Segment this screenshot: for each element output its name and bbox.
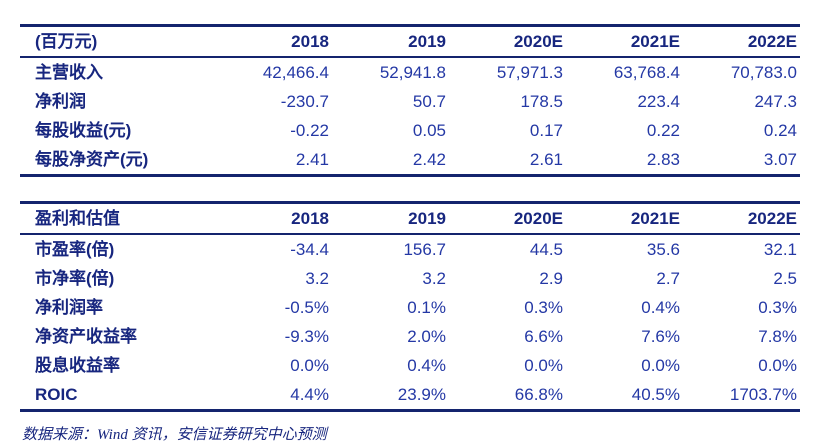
table-row: 主营收入 42,466.4 52,941.8 57,971.3 63,768.4 70,7… [20, 57, 800, 87]
table-row: 净利润 -230.7 50.7 178.5 223.4 247.3 [20, 87, 800, 116]
profit-and-valuation-year-header: 2019 [408, 209, 446, 228]
financial-summary-year-header: 2021E [630, 32, 680, 51]
cell-value: 178.5 [520, 92, 563, 111]
cell-value: 2.42 [412, 150, 446, 169]
cell-value: -34.4 [290, 240, 329, 259]
cell-value: 0.3% [524, 298, 563, 317]
cell-value: 42,466.4 [262, 63, 329, 82]
table-row: 股息收益率 0.0% 0.4% 0.0% 0.0% 0.0% [20, 351, 800, 380]
profit-and-valuation-title-cell: 盈利和估值 [35, 209, 120, 228]
cell-value: 23.9% [397, 385, 446, 404]
row-label: 主营收入 [35, 63, 103, 82]
table-row: 每股收益(元) -0.22 0.05 0.17 0.22 0.24 [20, 116, 800, 145]
row-label: 净利润率 [35, 298, 103, 317]
table-row: ROIC 4.4% 23.9% 66.8% 40.5% 1703.7% [20, 380, 800, 411]
financial-summary-title-cell: (百万元) [35, 32, 98, 51]
row-label: 股息收益率 [35, 356, 120, 375]
financial-summary-year-header: 2020E [513, 32, 563, 51]
profit-and-valuation-year-header: 2020E [513, 209, 563, 228]
cell-value: 0.0% [758, 356, 797, 375]
cell-value: 0.22 [646, 121, 680, 140]
cell-value: 0.0% [290, 356, 329, 375]
table-row: 每股净资产(元) 2.41 2.42 2.61 2.83 3.07 [20, 145, 800, 176]
cell-value: 0.3% [758, 298, 797, 317]
profit-and-valuation-header-row: 盈利和估值 2018 2019 2020E 2021E 2022E [20, 203, 800, 234]
table-row: 净资产收益率 -9.3% 2.0% 6.6% 7.6% 7.8% [20, 322, 800, 351]
cell-value: 0.4% [407, 356, 446, 375]
cell-value: 2.5 [773, 269, 797, 288]
cell-value: 2.0% [407, 327, 446, 346]
cell-value: 1703.7% [729, 385, 797, 404]
cell-value: 0.1% [407, 298, 446, 317]
cell-value: 2.7 [656, 269, 680, 288]
cell-value: 3.07 [763, 150, 797, 169]
cell-value: -230.7 [280, 92, 329, 111]
cell-value: 4.4% [290, 385, 329, 404]
table-row: 市盈率(倍) -34.4 156.7 44.5 35.6 32.1 [20, 234, 800, 264]
profit-and-valuation-year-header: 2018 [291, 209, 329, 228]
cell-value: 247.3 [754, 92, 797, 111]
cell-value: 2.9 [539, 269, 563, 288]
cell-value: 7.6% [641, 327, 680, 346]
cell-value: 0.05 [412, 121, 446, 140]
cell-value: 223.4 [637, 92, 680, 111]
row-label: 市净率(倍) [35, 269, 115, 288]
cell-value: 66.8% [514, 385, 563, 404]
cell-value: 3.2 [422, 269, 446, 288]
row-label: 净资产收益率 [35, 327, 137, 346]
table-row: 市净率(倍) 3.2 3.2 2.9 2.7 2.5 [20, 264, 800, 293]
cell-value: 35.6 [646, 240, 680, 259]
cell-value: 7.8% [758, 327, 797, 346]
row-label: 每股收益(元) [35, 121, 132, 140]
financial-summary-year-header: 2018 [291, 32, 329, 51]
cell-value: 70,783.0 [730, 63, 797, 82]
financial-summary-table: (百万元) 2018 2019 2020E 2021E 2022E 主营收入 42,466.4… [20, 24, 800, 177]
cell-value: 6.6% [524, 327, 563, 346]
cell-value: 156.7 [403, 240, 446, 259]
profit-and-valuation-year-header: 2022E [747, 209, 797, 228]
cell-value: -0.5% [284, 298, 329, 317]
row-label: ROIC [35, 385, 78, 404]
cell-value: -0.22 [290, 121, 329, 140]
profit-and-valuation-year-header: 2021E [630, 209, 680, 228]
cell-value: 3.2 [305, 269, 329, 288]
cell-value: -9.3% [284, 327, 329, 346]
cell-value: 40.5% [631, 385, 680, 404]
cell-value: 44.5 [529, 240, 563, 259]
financial-summary-year-header: 2022E [747, 32, 797, 51]
cell-value: 0.0% [641, 356, 680, 375]
cell-value: 50.7 [412, 92, 446, 111]
row-label: 市盈率(倍) [35, 240, 115, 259]
cell-value: 2.61 [529, 150, 563, 169]
cell-value: 0.17 [529, 121, 563, 140]
cell-value: 0.24 [763, 121, 797, 140]
row-label: 每股净资产(元) [35, 150, 149, 169]
cell-value: 2.83 [646, 150, 680, 169]
cell-value: 0.0% [524, 356, 563, 375]
cell-value: 63,768.4 [613, 63, 680, 82]
financial-summary-year-header: 2019 [408, 32, 446, 51]
cell-value: 32.1 [763, 240, 797, 259]
cell-value: 52,941.8 [379, 63, 446, 82]
table-row: 净利润率 -0.5% 0.1% 0.3% 0.4% 0.3% [20, 293, 800, 322]
profit-valuation-table: 盈利和估值 2018 2019 2020E 2021E 2022E 市盈率(倍) -34.4 1… [20, 201, 800, 412]
cell-value: 57,971.3 [496, 63, 563, 82]
financial-summary-header-row: (百万元) 2018 2019 2020E 2021E 2022E [20, 26, 800, 57]
row-label: 净利润 [35, 92, 86, 111]
cell-value: 2.41 [295, 150, 329, 169]
cell-value: 0.4% [641, 298, 680, 317]
